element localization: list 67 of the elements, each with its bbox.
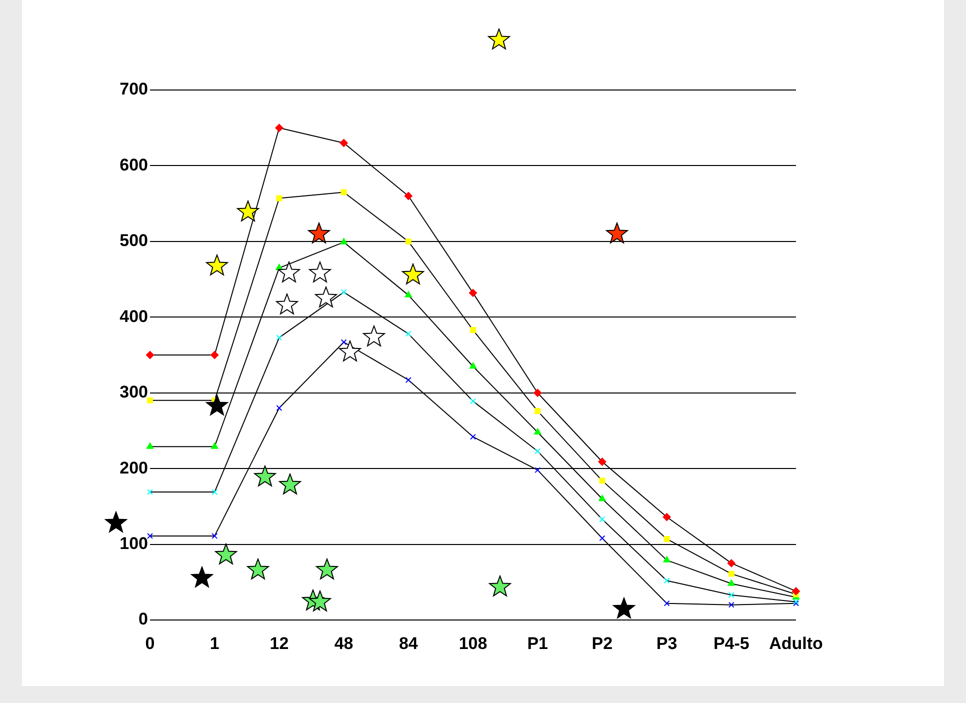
point xyxy=(211,442,218,449)
point xyxy=(470,327,476,333)
point xyxy=(405,377,412,383)
point xyxy=(405,330,412,337)
point xyxy=(340,339,347,346)
point xyxy=(534,388,542,397)
point xyxy=(728,592,734,598)
point xyxy=(727,559,736,568)
x-tick-label: Adulto xyxy=(769,634,823,653)
point xyxy=(405,238,412,244)
point xyxy=(470,398,476,404)
point xyxy=(534,467,541,474)
point xyxy=(340,139,348,147)
point xyxy=(146,351,154,359)
point xyxy=(664,600,670,606)
point xyxy=(469,288,477,297)
point xyxy=(147,397,153,404)
x-tick-label: 1 xyxy=(210,634,220,653)
x-tick-label: 84 xyxy=(398,634,418,653)
point xyxy=(599,516,606,522)
y-tick-label: 200 xyxy=(120,458,148,478)
point xyxy=(340,289,347,296)
x-tick-label: 48 xyxy=(334,634,354,653)
y-tick-label: 400 xyxy=(120,306,148,326)
point xyxy=(470,434,476,440)
y-tick-label: 700 xyxy=(120,80,148,99)
x-tick-label: P2 xyxy=(592,634,613,653)
y-tick-label: 0 xyxy=(138,610,148,629)
point xyxy=(340,238,348,244)
point xyxy=(664,536,670,542)
y-tick-label: 100 xyxy=(120,534,148,553)
point xyxy=(534,408,541,414)
x-tick-label: P3 xyxy=(656,634,678,653)
point xyxy=(469,362,477,369)
point xyxy=(664,578,670,584)
point xyxy=(210,351,219,359)
point xyxy=(340,189,347,196)
point xyxy=(212,532,218,539)
point xyxy=(276,405,282,411)
point xyxy=(599,535,606,542)
point xyxy=(728,570,734,577)
point xyxy=(146,442,154,449)
point xyxy=(663,556,670,562)
point xyxy=(404,192,412,200)
point xyxy=(598,458,606,466)
point xyxy=(276,334,282,341)
point xyxy=(534,448,541,454)
point xyxy=(147,489,153,496)
point xyxy=(534,428,542,434)
point xyxy=(599,478,606,484)
y-tick-label: 600 xyxy=(120,155,148,174)
point xyxy=(276,195,282,202)
point xyxy=(662,513,671,522)
point xyxy=(404,291,412,298)
point xyxy=(212,489,218,496)
point xyxy=(598,494,606,502)
x-tick-label: P1 xyxy=(527,634,548,653)
x-tick-label: 108 xyxy=(458,634,488,653)
point xyxy=(728,580,735,586)
x-tick-label: 12 xyxy=(270,634,289,653)
point xyxy=(728,602,734,608)
point xyxy=(147,532,153,539)
point xyxy=(792,587,800,596)
point xyxy=(275,124,284,132)
y-tick-label: 500 xyxy=(120,231,148,250)
x-tick-label: P4-5 xyxy=(713,634,750,653)
y-tick-label: 300 xyxy=(120,382,148,402)
